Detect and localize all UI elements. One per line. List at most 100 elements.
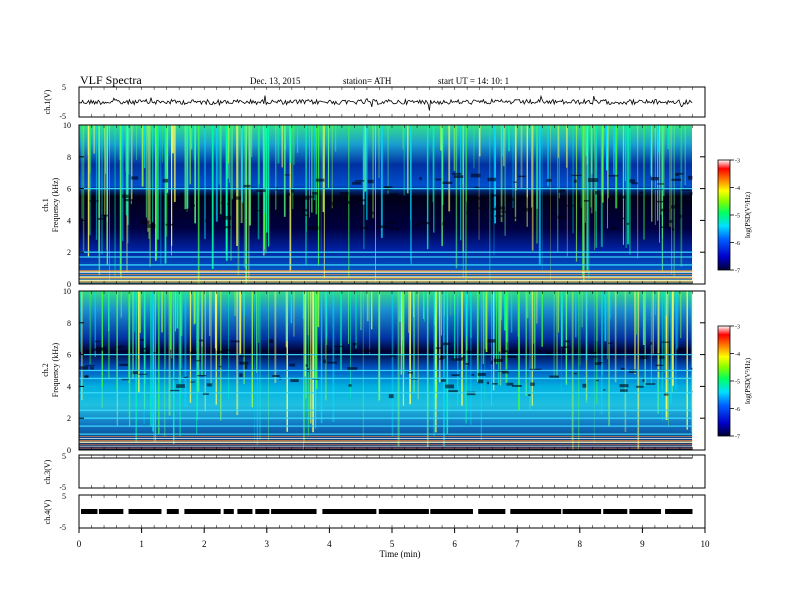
spectrogram-streak [193, 125, 195, 161]
spectrogram-streak [311, 125, 313, 213]
spectrogram-noise [452, 358, 463, 361]
spectrogram-streak [93, 125, 96, 154]
frequency-tick-label: 4 [67, 216, 71, 225]
spectrogram-noise [607, 342, 614, 344]
spectrogram-streak [189, 125, 191, 185]
spectrogram-streak [508, 125, 510, 152]
spectrogram-noise [346, 201, 353, 204]
spectrogram-streak [675, 291, 677, 391]
spectrogram-noise [453, 199, 456, 203]
spectrogram-streak [572, 125, 574, 234]
spectrogram-streak [399, 291, 401, 322]
spectrogram-noise [619, 384, 629, 388]
spectrogram-streak [500, 291, 502, 386]
colorbar-tick-label: -3 [735, 159, 740, 165]
spectrogram-streak [139, 291, 141, 333]
spectrogram-noise [146, 224, 156, 228]
spectrogram-noise [470, 173, 481, 178]
spectrogram-streak [375, 125, 376, 283]
time-tick-label: 0 [77, 539, 82, 549]
frequency-tick-label: 10 [63, 287, 71, 296]
spectrogram-streak [485, 291, 488, 353]
spectrogram-streak [401, 291, 403, 346]
spectrogram-noise [205, 219, 208, 223]
ch2-colorbar-gradient [717, 325, 731, 437]
spectrogram-noise [660, 208, 670, 212]
spectrogram-streak [313, 125, 316, 201]
spectrogram-streak [180, 291, 183, 369]
ch2-spectrogram-lines [79, 291, 705, 451]
spectrogram-blank [692, 291, 705, 450]
spectrogram-noise [490, 360, 493, 365]
spectrogram-streak [408, 291, 409, 333]
spectrogram-noise [573, 372, 577, 375]
time-tick-label: 1 [139, 539, 144, 549]
spectrogram-streak [484, 291, 486, 400]
spectrogram-streak [144, 125, 146, 169]
spectrogram-noise [334, 345, 344, 347]
spectrogram-streak [193, 291, 195, 325]
spectrogram-noise [451, 172, 461, 175]
spectrogram-streak [143, 291, 146, 384]
spectrogram-streak [593, 291, 595, 444]
spectrogram-streak [583, 125, 584, 219]
spectrogram-streak [219, 125, 222, 215]
spectrogram-streak [634, 291, 636, 375]
spectrogram-streak [580, 125, 582, 208]
spectrogram-noise [95, 347, 106, 350]
spectrogram-noise [355, 180, 365, 182]
spectrogram-streak [334, 125, 337, 152]
spectrogram-streak [622, 125, 624, 245]
spectrogram-streak [466, 125, 467, 202]
spectrogram-streak [237, 125, 240, 276]
spectrogram-streak [525, 291, 527, 396]
spectrogram-noise [561, 346, 570, 348]
spectrogram-noise [388, 394, 394, 399]
spectrogram-streak [145, 125, 147, 218]
spectrogram-noise [230, 340, 240, 343]
spectrogram-streak [454, 291, 456, 315]
spectrogram-streak [470, 291, 472, 425]
spectrogram-streak [661, 291, 663, 390]
spectrogram-noise [239, 361, 249, 365]
spectrogram-streak [158, 291, 160, 434]
spectrogram-noise [549, 375, 559, 379]
spectrogram-streak [658, 291, 660, 380]
spectrogram-noise [472, 197, 480, 200]
spectrogram-streak [584, 125, 586, 223]
spectrogram-streak [127, 125, 129, 244]
time-tick-label: 5 [390, 539, 395, 549]
spectrogram-noise [279, 189, 283, 192]
spectrogram-streak [670, 291, 672, 404]
spectrogram-streak [410, 125, 411, 221]
spectrogram-streak [642, 291, 645, 345]
spectrogram-streak [410, 125, 412, 265]
spectrogram-streak [643, 125, 645, 240]
spectrogram-noise [301, 208, 307, 212]
spectrogram-streak [178, 291, 180, 384]
spectrogram-streak [312, 291, 314, 433]
spectrogram-streak [479, 125, 481, 157]
spectrogram-streak [478, 125, 480, 240]
ch3-voltage-ylabel: ch.3(V) [43, 459, 52, 484]
spectrogram-streak [482, 291, 484, 364]
spectrogram-streak [498, 291, 501, 352]
spectrogram-noise [471, 374, 475, 376]
spectrogram-noise [142, 351, 149, 355]
frequency-tick-label: 6 [67, 185, 71, 194]
spectrogram-streak [461, 291, 463, 406]
spectrogram-noise [131, 176, 139, 180]
ch1-spectrogram-streaks [81, 125, 698, 284]
spectrogram-noise [216, 350, 223, 354]
spectrogram-noise [305, 364, 308, 367]
spectrogram-streak [673, 125, 675, 277]
spectrogram-streak [150, 291, 152, 427]
spectrogram-streak [366, 291, 369, 322]
spectrogram-streak [120, 125, 122, 279]
spectrogram-noise [352, 342, 357, 346]
spectrogram-noise [453, 175, 464, 178]
spectrogram-streak [473, 125, 475, 169]
spectrogram-streak [360, 291, 362, 331]
spectrogram-noise [348, 384, 352, 387]
frequency-tick-label: 6 [67, 351, 71, 360]
